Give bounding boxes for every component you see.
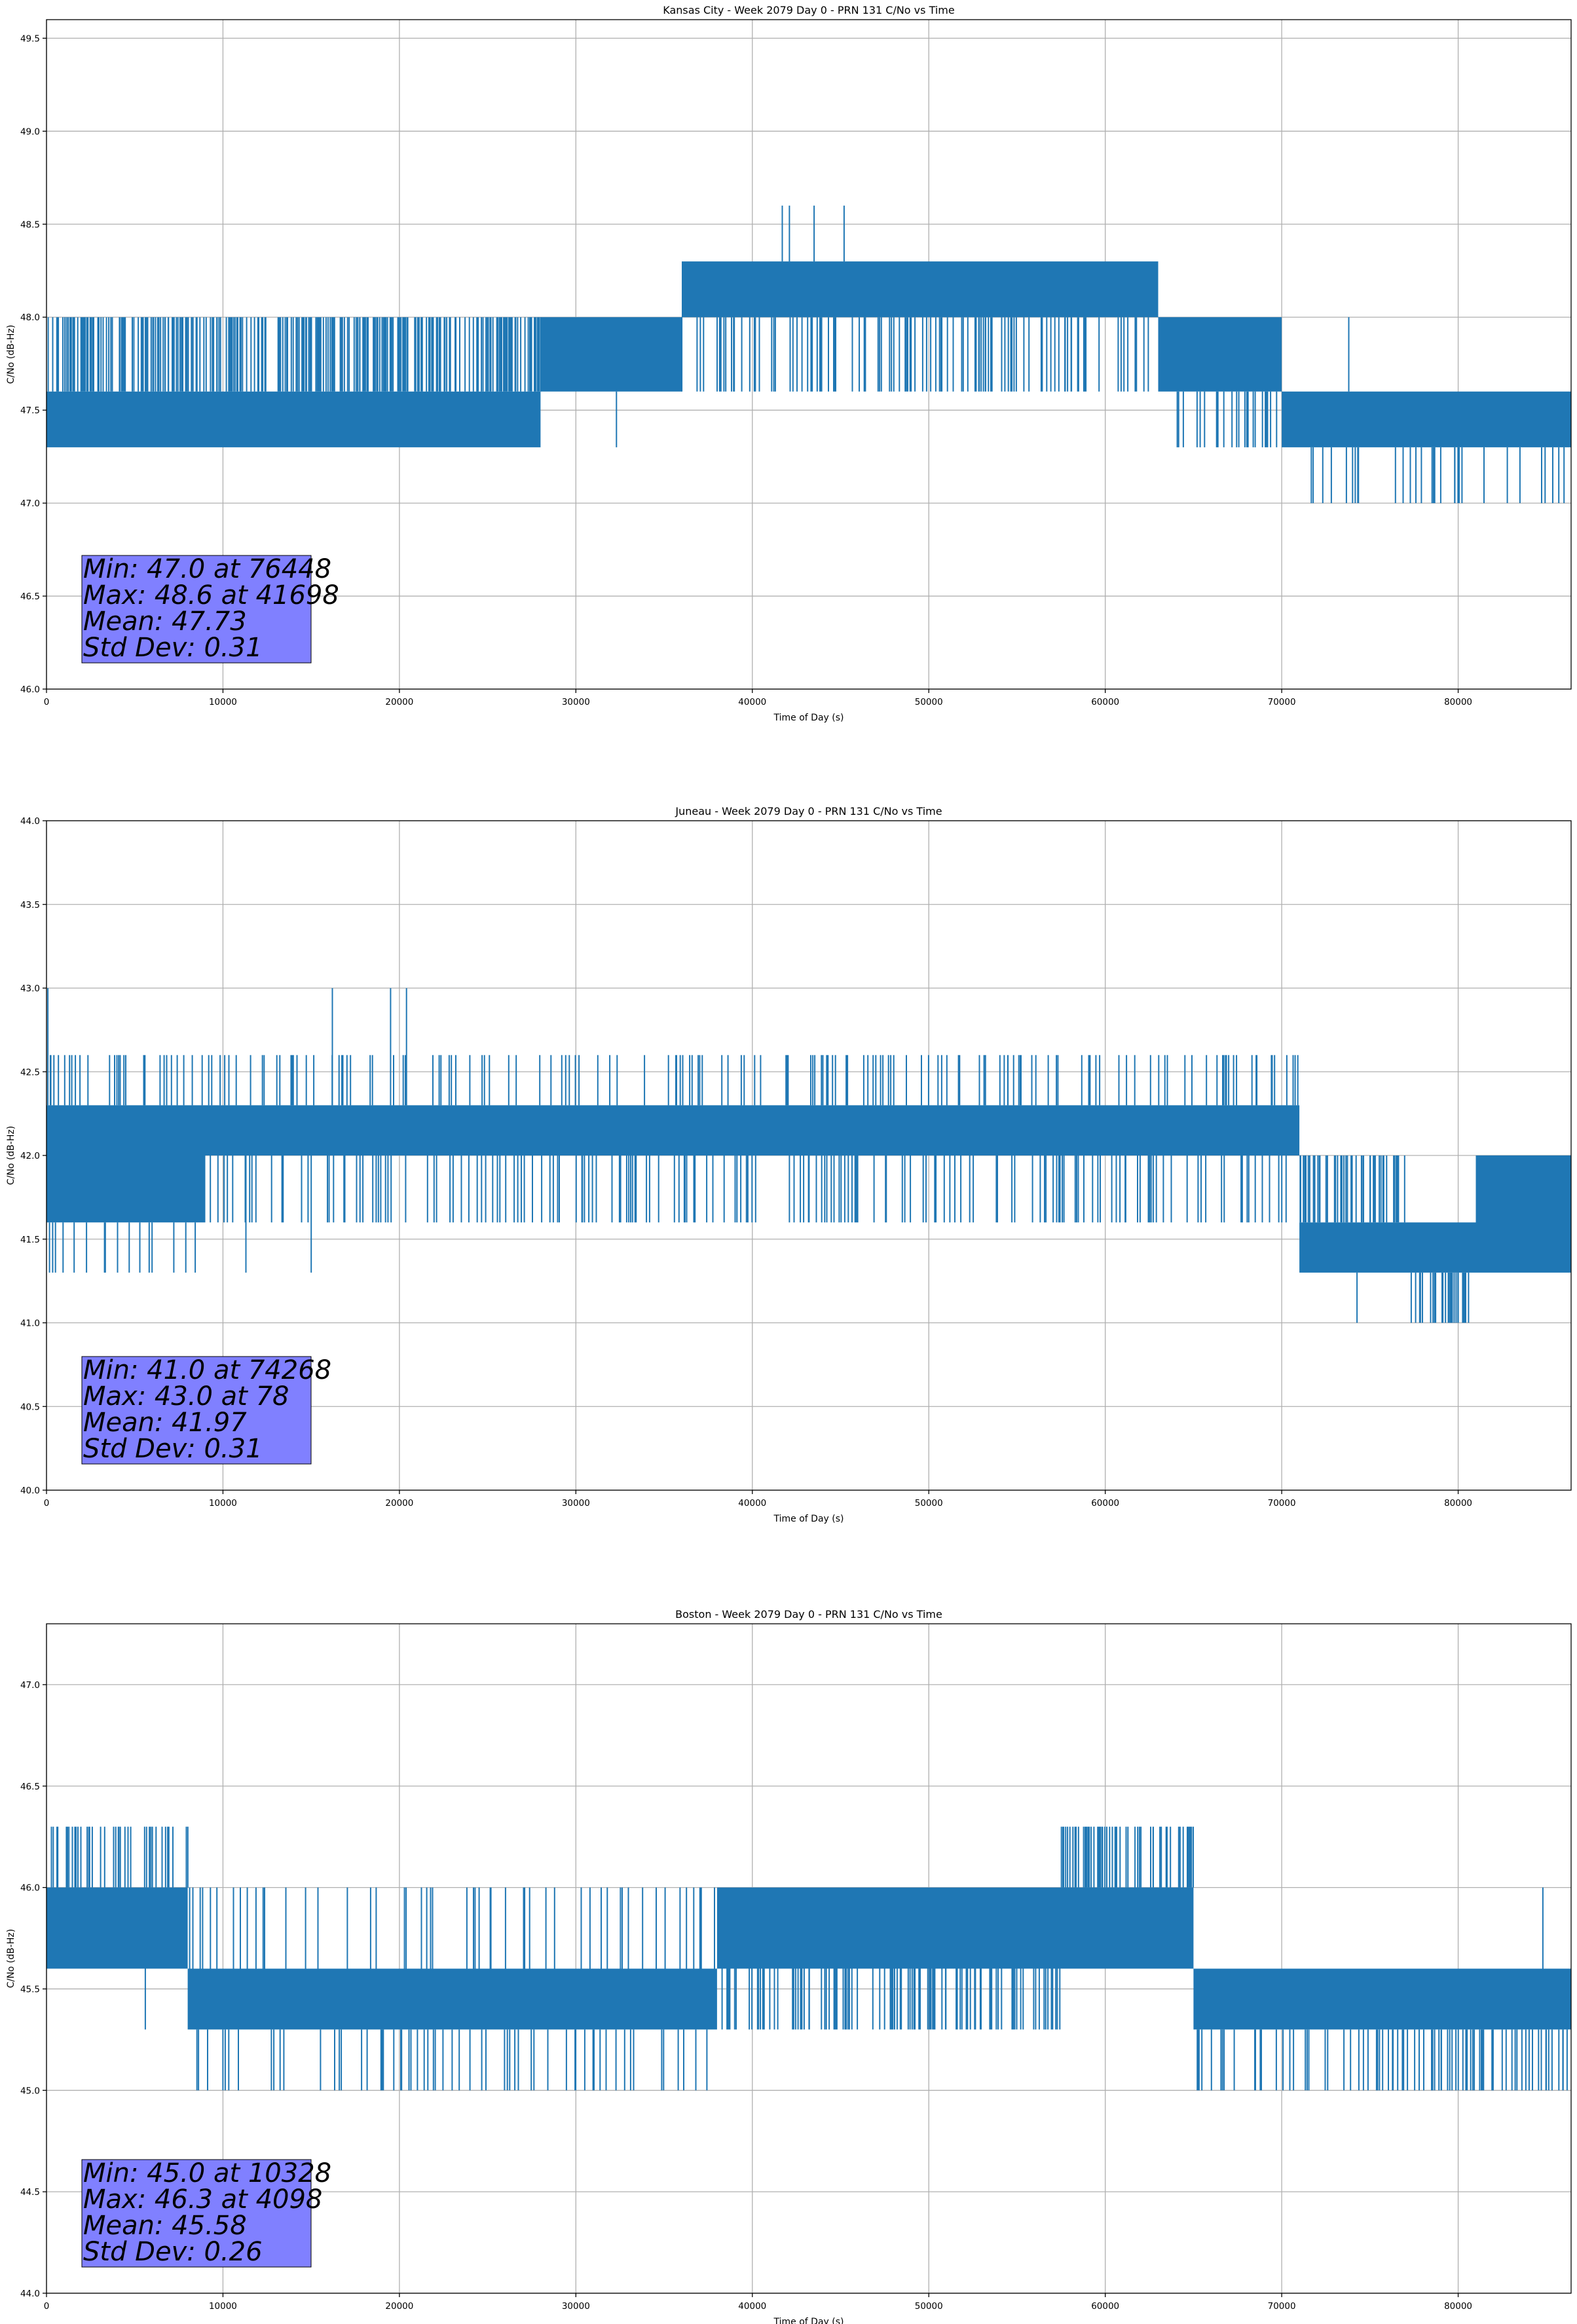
x-tick-label: 80000: [1444, 1498, 1472, 1509]
x-tick-label: 10000: [209, 1498, 237, 1509]
y-tick-label: 41.0: [20, 1319, 40, 1329]
y-tick-label: 45.5: [20, 1984, 40, 1995]
y-tick-label: 47.5: [20, 405, 40, 416]
x-tick-label: 60000: [1091, 2301, 1119, 2312]
chart-title: Boston - Week 2079 Day 0 - PRN 131 C/No …: [675, 1608, 942, 1621]
stats-line: Max: 46.3 at 4098: [83, 2184, 322, 2215]
y-tick-label: 42.0: [20, 1151, 40, 1161]
stats-line: Std Dev: 0.31: [83, 633, 263, 663]
x-tick-label: 80000: [1444, 697, 1472, 707]
y-tick-label: 46.5: [20, 591, 40, 602]
stats-line: Mean: 47.73: [83, 607, 247, 637]
y-tick-label: 44.0: [20, 816, 40, 827]
series-band: [46, 1105, 1571, 1273]
x-tick-label: 70000: [1268, 2301, 1296, 2312]
x-tick-label: 20000: [385, 697, 413, 707]
series-line-0: [46, 988, 1571, 1323]
x-tick-label: 50000: [915, 2301, 943, 2312]
plot-frame: [46, 19, 1572, 690]
y-tick-label: 40.5: [20, 1402, 40, 1412]
x-tick-label: 10000: [209, 2301, 237, 2312]
stats-line: Max: 43.0 at 78: [83, 1381, 289, 1412]
y-tick-label: 49.5: [20, 33, 40, 44]
stats-line: Max: 48.6 at 41698: [83, 580, 339, 610]
stats-box: [81, 2159, 312, 2268]
x-tick-label: 40000: [738, 2301, 766, 2312]
x-axis-label: Time of Day (s): [773, 713, 844, 723]
stats-line: Mean: 45.58: [83, 2211, 247, 2241]
x-tick-label: 60000: [1091, 697, 1119, 707]
series-band: [46, 261, 1571, 447]
y-tick-label: 46.5: [20, 1782, 40, 1792]
stats-line: Std Dev: 0.31: [83, 1434, 263, 1464]
x-tick-label: 30000: [562, 697, 590, 707]
y-tick-label: 40.0: [20, 1486, 40, 1496]
series-band: [46, 1887, 1571, 2030]
y-tick-label: 44.5: [20, 2187, 40, 2198]
x-tick-label: 60000: [1091, 1498, 1119, 1509]
stats-line: Min: 47.0 at 76448: [83, 554, 331, 584]
stats-line: Std Dev: 0.26: [83, 2237, 263, 2267]
y-tick-label: 47.0: [20, 1680, 40, 1691]
x-tick-label: 10000: [209, 697, 237, 707]
x-tick-label: 70000: [1268, 697, 1296, 707]
x-axis-label: Time of Day (s): [773, 1514, 844, 1524]
y-axis-label: C/No (dB-Hz): [6, 1126, 16, 1185]
y-tick-label: 42.5: [20, 1067, 40, 1078]
x-tick-label: 30000: [562, 1498, 590, 1509]
x-tick-label: 30000: [562, 2301, 590, 2312]
chart-title: Kansas City - Week 2079 Day 0 - PRN 131 …: [663, 4, 954, 16]
stats-box: [81, 1356, 312, 1465]
y-tick-label: 43.0: [20, 984, 40, 994]
x-tick-label: 0: [44, 697, 50, 707]
x-tick-label: 40000: [738, 1498, 766, 1509]
x-tick-label: 0: [44, 1498, 50, 1509]
y-tick-label: 46.0: [20, 684, 40, 695]
x-axis-label: Time of Day (s): [773, 2317, 844, 2324]
x-tick-label: 80000: [1444, 2301, 1472, 2312]
series-spikes: [50, 1826, 1568, 2091]
x-tick-label: 50000: [915, 697, 943, 707]
y-tick-label: 46.0: [20, 1883, 40, 1894]
x-tick-label: 0: [44, 2301, 50, 2312]
y-tick-label: 43.5: [20, 900, 40, 910]
plot-frame: [46, 1623, 1572, 2294]
series-spikes: [47, 205, 1565, 504]
x-tick-label: 20000: [385, 2301, 413, 2312]
y-axis-label: C/No (dB-Hz): [6, 325, 16, 384]
series-line-0: [46, 1826, 1571, 2091]
y-tick-label: 45.0: [20, 2086, 40, 2096]
x-tick-label: 50000: [915, 1498, 943, 1509]
series-spikes: [47, 988, 1470, 1323]
x-tick-label: 20000: [385, 1498, 413, 1509]
y-tick-label: 44.0: [20, 2289, 40, 2299]
stats-line: Min: 45.0 at 10328: [83, 2158, 331, 2188]
y-tick-label: 48.5: [20, 219, 40, 230]
series-line-0: [46, 205, 1571, 504]
y-tick-label: 49.0: [20, 126, 40, 137]
stats-box: [81, 555, 312, 664]
y-tick-label: 48.0: [20, 312, 40, 323]
chart-title: Juneau - Week 2079 Day 0 - PRN 131 C/No …: [675, 805, 942, 817]
stats-line: Mean: 41.97: [83, 1408, 247, 1438]
stats-line: Min: 41.0 at 74268: [83, 1355, 331, 1385]
y-tick-label: 41.5: [20, 1235, 40, 1245]
y-tick-label: 47.0: [20, 498, 40, 509]
chart-panel-2: 0 10000 20000 30000 40000 50000 60000 70000 8000…: [6, 1608, 1572, 2324]
chart-panel-1: 0 10000 20000 30000 40000 50000 60000 70000 8000…: [6, 805, 1572, 1524]
x-tick-label: 70000: [1268, 1498, 1296, 1509]
chart-panel-0: 0 10000 20000 30000 40000 50000 60000 70000 8000…: [6, 4, 1572, 723]
x-tick-label: 40000: [738, 697, 766, 707]
y-axis-label: C/No (dB-Hz): [6, 1929, 16, 1988]
